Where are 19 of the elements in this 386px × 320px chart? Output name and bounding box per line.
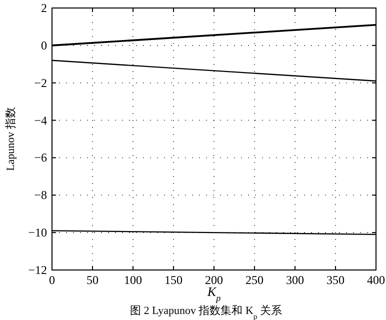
x-tick-label: 300 [286, 273, 304, 287]
x-tick-label: 200 [205, 273, 223, 287]
x-axis-title: K$_{p}$ [206, 284, 222, 303]
y-tick-label: −4 [34, 113, 47, 128]
y-tick-label: 2 [41, 1, 47, 15]
y-tick-label: −10 [28, 226, 47, 240]
y-tick-label: −2 [34, 76, 47, 90]
y-tick-label: −6 [34, 150, 47, 165]
x-tick-label: 150 [164, 273, 182, 287]
x-tick-label: 400 [367, 273, 385, 287]
x-tick-label: 350 [326, 273, 344, 287]
text: 图 2 Lyapunov 指数集和 K$_{p}$ 关系 [130, 304, 282, 320]
y-tick-label: −8 [34, 188, 47, 202]
y-tick-label: 0 [41, 38, 47, 52]
y-axis-title: Lapunov 指数 [5, 107, 17, 171]
x-tick-label: 50 [86, 273, 98, 287]
x-tick-label: 100 [124, 273, 142, 287]
x-tick-label: 250 [246, 273, 264, 287]
y-tick-label: −12 [28, 263, 47, 277]
